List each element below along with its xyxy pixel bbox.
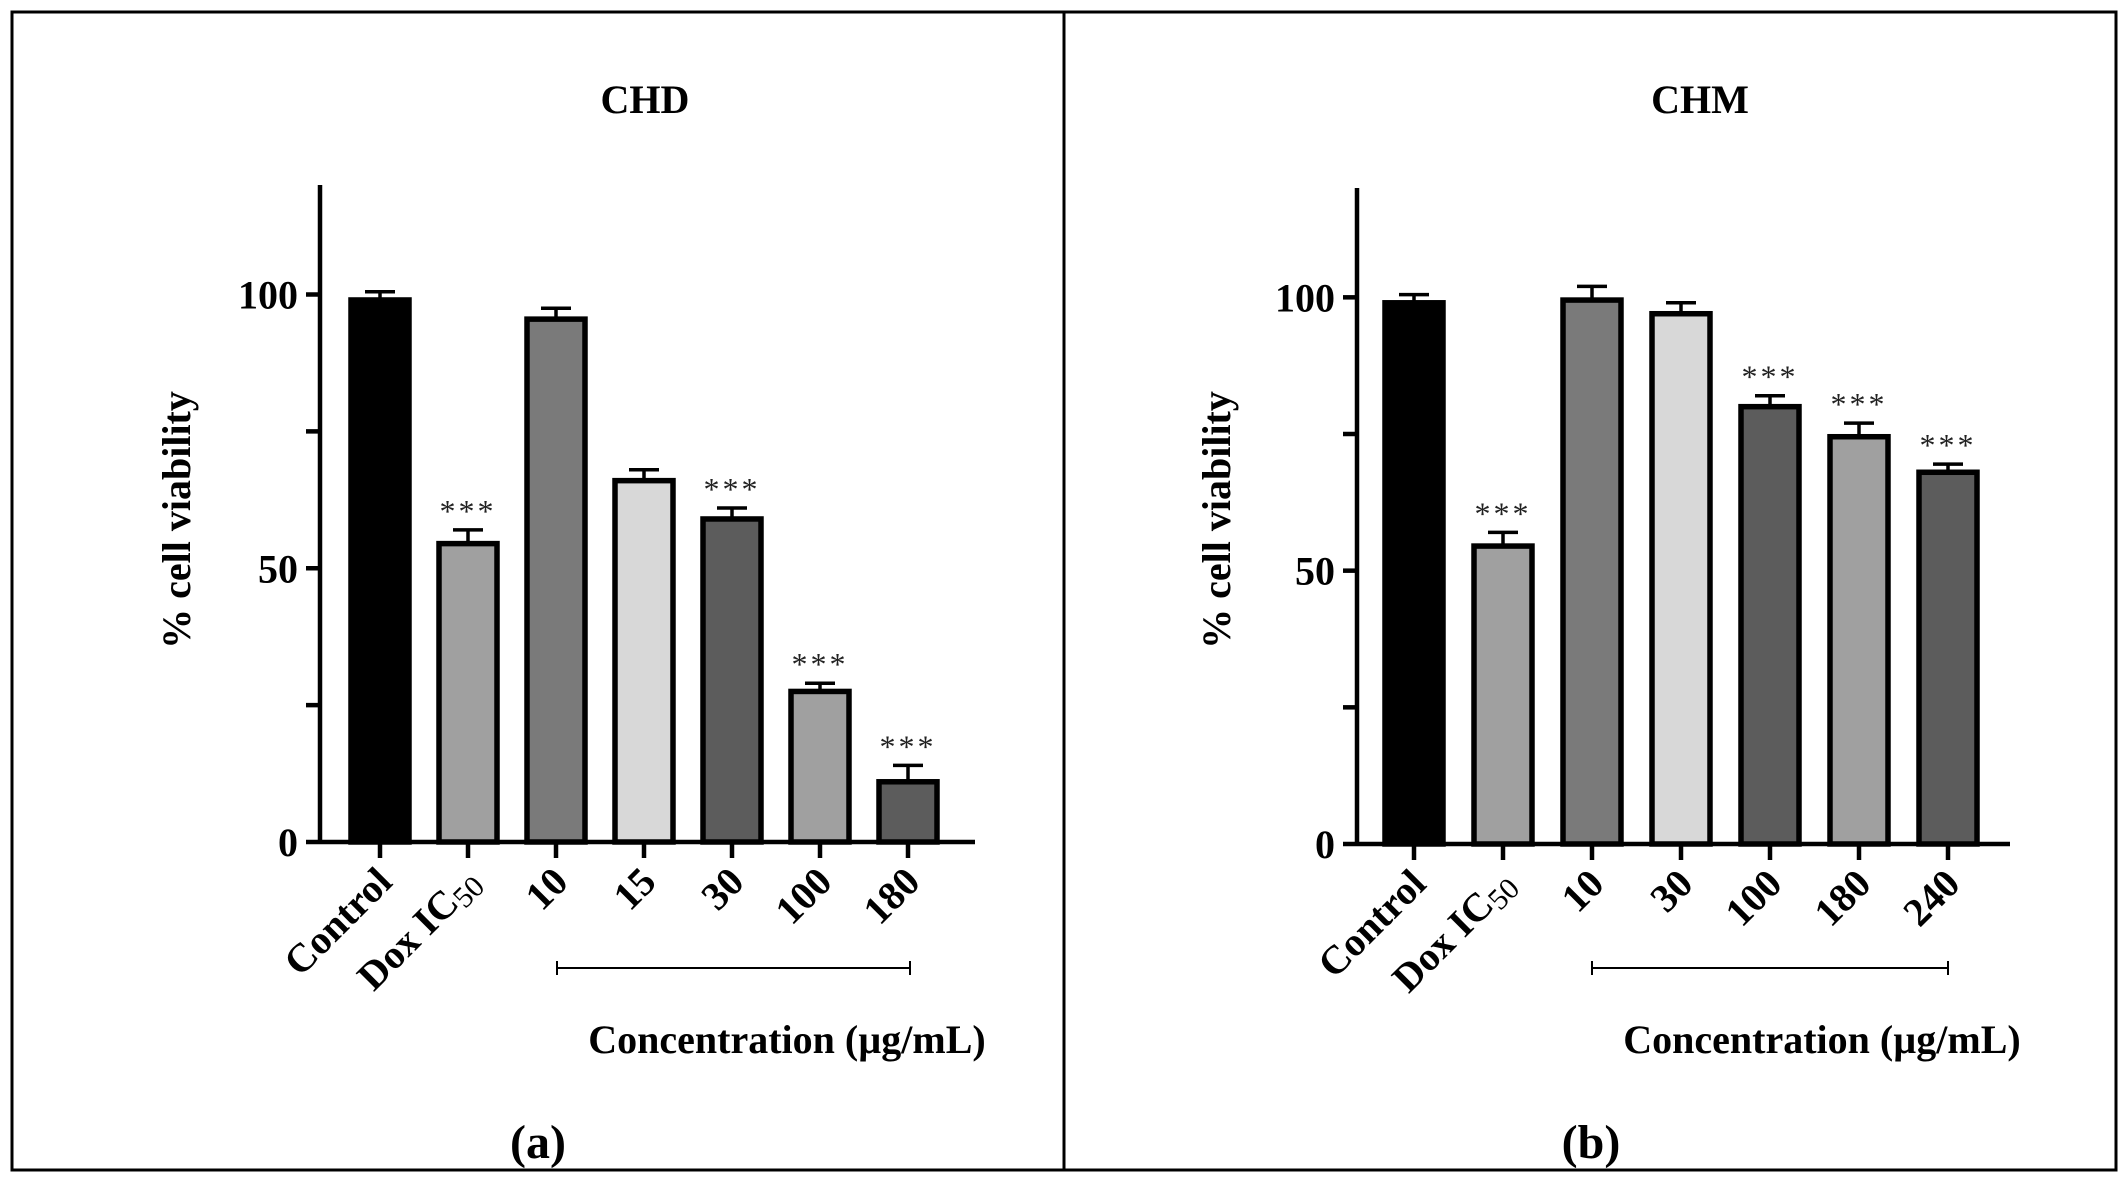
- panel-a-bar-4: [700, 516, 764, 845]
- panel-b-significance-6: ***: [1920, 427, 1977, 463]
- panel-b-y-tick-label-50: 50: [1295, 549, 1335, 594]
- panel-a-y-tick-label-0: 0: [278, 820, 298, 865]
- panel-a-chart-title: CHD: [601, 77, 690, 122]
- panel-b-bar-0: [1382, 300, 1446, 847]
- panel-b-bar-1: [1471, 543, 1535, 847]
- panel-b-x-tick-label-2: 10: [1552, 861, 1612, 921]
- panel-b-bar-3: [1649, 310, 1713, 847]
- panel-b-frame: [1062, 10, 2118, 1172]
- panel-b-y-axis-label: % cell viability: [1194, 391, 1239, 649]
- panel-b-label: (b): [1562, 1116, 1621, 1169]
- panel-b-y-tick-label-100: 100: [1275, 275, 1335, 320]
- panel-a-bar-6: [876, 779, 940, 845]
- panel-a-significance-5: ***: [792, 646, 849, 682]
- panel-a-bar-0: [348, 297, 412, 845]
- panel-a-x-tick-label-4: 30: [692, 859, 752, 919]
- panel-b-significance-1: ***: [1475, 495, 1532, 531]
- panel-a-x-tick-label-5: 100: [766, 859, 840, 933]
- panel-b-bar-5: [1827, 433, 1891, 847]
- panel-a-bar-5: [788, 688, 852, 845]
- panel-a-label: (a): [510, 1116, 566, 1169]
- panel-a-bar-2: [524, 316, 588, 845]
- panel-a-x-tick-label-subscript-1: 50: [447, 870, 492, 915]
- panel-a-significance-6: ***: [880, 728, 937, 764]
- panel-a-bar-3: [612, 477, 676, 845]
- panel-b-x-tick-label-5: 180: [1805, 861, 1879, 935]
- panel-a-x-tick-label-6: 180: [854, 859, 928, 933]
- panel-b-x-tick-label-4: 100: [1716, 861, 1790, 935]
- panel-a-bar-1: [436, 540, 500, 845]
- panel-b-x-axis-label: Concentration (µg/mL): [1623, 1017, 2020, 1062]
- panel-a-y-tick-label-100: 100: [238, 273, 298, 318]
- panel-b-x-tick-label-subscript-1: 50: [1482, 872, 1527, 917]
- panel-b-bar-2: [1560, 297, 1624, 847]
- panel-b-x-tick-label-6: 240: [1894, 861, 1968, 935]
- panel-a-significance-1: ***: [440, 493, 497, 529]
- panel-b-chart-title: CHM: [1651, 77, 1749, 122]
- panel-b-significance-5: ***: [1831, 386, 1888, 422]
- panel-a-x-tick-label-3: 15: [604, 859, 664, 919]
- panel-b-bar-4: [1738, 403, 1802, 847]
- panel-b-bar-6: [1916, 469, 1980, 847]
- panel-a-y-tick-label-50: 50: [258, 546, 298, 591]
- panel-a-x-axis-label: Concentration (µg/mL): [588, 1017, 985, 1062]
- panel-b-y-tick-label-0: 0: [1315, 822, 1335, 867]
- panel-a-y-axis-label: % cell viability: [154, 391, 199, 649]
- panel-b-x-tick-label-3: 30: [1641, 861, 1701, 921]
- panel-b-significance-4: ***: [1742, 359, 1799, 395]
- panel-a-significance-4: ***: [704, 471, 761, 507]
- panel-a-x-tick-label-2: 10: [516, 859, 576, 919]
